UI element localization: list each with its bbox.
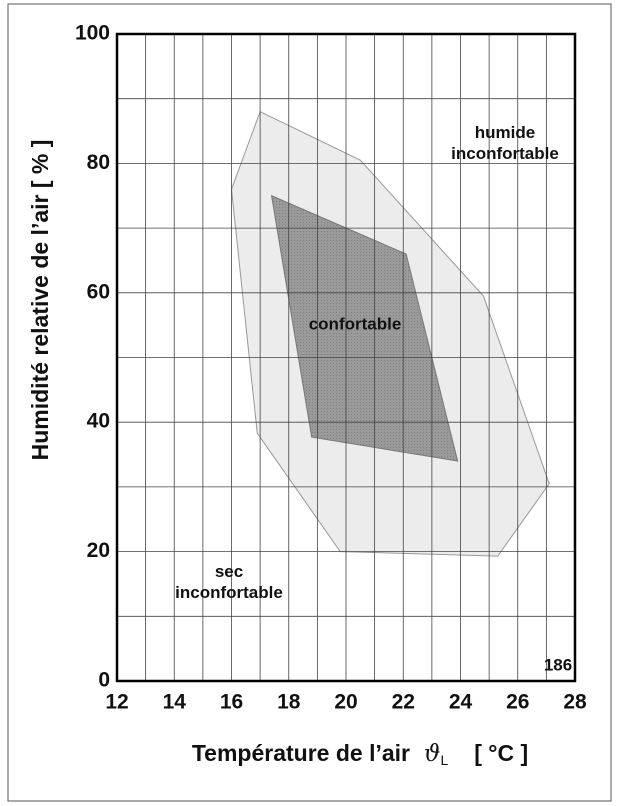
y-tick-label: 80	[87, 151, 110, 174]
page-frame	[7, 3, 612, 802]
x-tick-label: 28	[563, 691, 587, 714]
y-axis-label: Humidité relative de l’air [ % ]	[27, 140, 53, 461]
y-tick-label: 20	[87, 539, 110, 562]
y-tick-label: 0	[98, 669, 110, 692]
x-tick-label: 26	[506, 691, 529, 714]
x-tick-label: 14	[163, 691, 187, 714]
annotation: humide	[475, 123, 535, 142]
x-tick-label: 12	[105, 691, 128, 714]
x-tick-label: 20	[334, 691, 357, 714]
y-tick-label: 40	[87, 410, 110, 433]
plot-frame	[115, 32, 577, 683]
annotation: 186	[544, 655, 572, 674]
x-tick-label: 22	[392, 691, 415, 714]
x-axis-label: Température de l’air ϑL [ °C ]	[192, 740, 528, 768]
x-tick-label: 24	[449, 691, 473, 714]
y-tick-label: 100	[75, 22, 110, 45]
annotation: inconfortable	[175, 583, 283, 602]
x-label-subscript: L	[440, 752, 448, 768]
annotation: inconfortable	[451, 144, 559, 163]
x-label-unit: [ °C ]	[474, 740, 528, 766]
y-tick-label: 60	[87, 280, 110, 303]
x-label-symbol: ϑ	[424, 741, 440, 767]
x-tick-label: 16	[220, 691, 243, 714]
annotation: sec	[215, 562, 243, 581]
zone	[270, 194, 459, 462]
x-label-text: Température de l’air	[192, 740, 410, 766]
x-tick-label: 18	[277, 691, 301, 714]
annotation: confortable	[309, 314, 402, 333]
